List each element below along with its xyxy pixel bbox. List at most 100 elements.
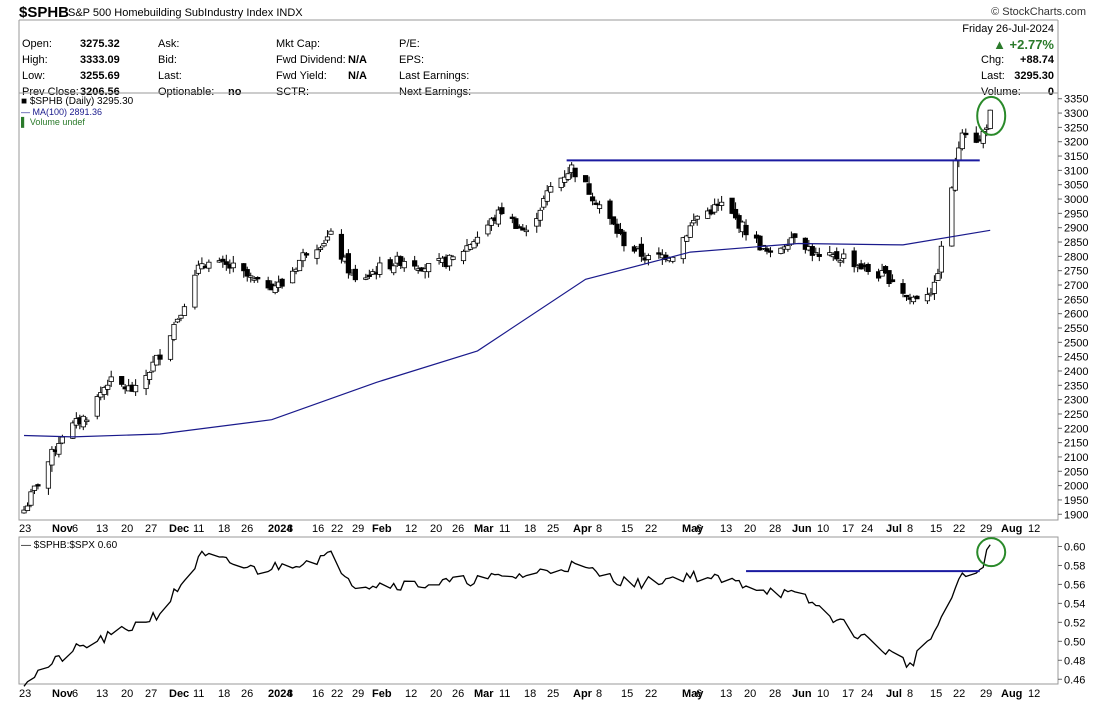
x-axis-label: 15	[621, 523, 633, 535]
candle-body	[841, 253, 847, 259]
y-tick-label: 3150	[1064, 151, 1088, 163]
candle-body	[914, 295, 920, 300]
candle-body	[499, 207, 505, 215]
candle-body	[680, 237, 686, 260]
main-panel-frame	[18, 92, 1059, 521]
candle-body	[255, 277, 261, 280]
x-axis-label: 24	[861, 688, 873, 700]
x-axis-label: 27	[145, 688, 157, 700]
candle-body	[764, 248, 770, 252]
y-tick-label: 3300	[1064, 108, 1088, 120]
candle-body	[732, 208, 739, 219]
y-tick-label: 2950	[1064, 208, 1088, 220]
x-axis-label: Apr	[573, 523, 593, 535]
fundamental-label: SCTR:	[276, 86, 309, 98]
candle-body	[328, 230, 334, 235]
candle-body	[509, 216, 515, 219]
candle-body	[153, 354, 160, 366]
x-axis-label: 11	[193, 523, 204, 535]
candle-body	[471, 241, 477, 249]
quote-label: High:	[22, 54, 48, 66]
legend-ratio: — $SPHB:$SPX 0.60	[21, 540, 118, 551]
candle-body	[705, 210, 711, 219]
candle-body	[366, 274, 372, 277]
candle-body	[513, 218, 519, 229]
ratio-line	[23, 544, 991, 687]
candle-body	[56, 443, 62, 455]
x-axis-label: 22	[645, 523, 657, 535]
x-axis-label: 18	[524, 688, 536, 700]
y-tick-label: 2750	[1064, 266, 1088, 278]
x-axis-label: 22	[953, 688, 965, 700]
ratio-panel-frame	[18, 536, 1059, 685]
x-axis-label: 8	[287, 688, 293, 700]
legend-ma: — MA(100) 2891.36	[21, 107, 102, 117]
candle-body	[146, 372, 153, 380]
candle-body	[956, 147, 962, 161]
candle-body	[485, 224, 491, 235]
quote-value: 3206.56	[80, 86, 120, 98]
candle-body	[607, 200, 613, 219]
y-tick-label: 3250	[1064, 122, 1088, 134]
earnings-label: Last Earnings:	[399, 70, 470, 82]
candle-body	[171, 324, 177, 340]
earnings-label: EPS:	[399, 54, 425, 66]
x-axis-label: 12	[405, 523, 417, 535]
candle-body	[70, 422, 76, 439]
candle-body	[534, 218, 540, 227]
y-tick-label: 2650	[1064, 294, 1088, 306]
candle-body	[586, 183, 592, 195]
candle-body	[865, 263, 871, 272]
y-tick-label: 1900	[1064, 509, 1088, 521]
earnings-label: Next Earnings:	[399, 86, 472, 98]
x-axis-label: 15	[930, 688, 942, 700]
candle-body	[959, 132, 965, 150]
x-axis-label: 8	[596, 523, 602, 535]
x-axis-label: 27	[145, 523, 157, 535]
candle-body	[241, 263, 247, 272]
x-axis-label: 2024	[268, 523, 293, 535]
x-axis-label: 20	[121, 523, 133, 535]
candle-body	[446, 254, 453, 267]
x-axis-label: 11	[499, 523, 510, 535]
x-axis-label: Feb	[372, 688, 392, 700]
x-axis-label: 29	[352, 688, 364, 700]
highlight-circle	[976, 95, 1007, 136]
candle-body	[687, 225, 693, 238]
right-quote-value: +88.74	[1020, 54, 1054, 66]
candle-body	[220, 258, 226, 262]
candle-body	[743, 224, 749, 236]
candle-body	[31, 485, 38, 491]
x-axis-label: 25	[547, 523, 559, 535]
x-axis-label: Nov	[52, 523, 74, 535]
y-tick-label: 2250	[1064, 409, 1088, 421]
x-axis-label: Dec	[169, 688, 189, 700]
x-axis-label: 26	[452, 688, 464, 700]
candle-body	[712, 204, 718, 213]
candle-body	[656, 252, 662, 255]
y-tick-label: 2800	[1064, 251, 1088, 263]
y-tick-label: 0.50	[1064, 636, 1085, 648]
candle-body	[24, 505, 31, 511]
candle-body	[582, 175, 589, 183]
x-axis-label: 20	[430, 688, 442, 700]
candle-body	[952, 159, 958, 191]
candle-body	[460, 250, 467, 262]
x-axis-label: May	[682, 688, 704, 700]
x-axis-label: 15	[930, 523, 942, 535]
x-axis-label: 20	[744, 688, 756, 700]
right-quote-label: Volume:	[981, 86, 1021, 98]
y-tick-label: 2450	[1064, 352, 1088, 364]
x-axis-label: 16	[312, 688, 324, 700]
quote2-label: Optionable:	[158, 86, 215, 98]
candle-body	[272, 285, 278, 293]
candle-body	[21, 509, 27, 514]
candle-body	[206, 261, 212, 269]
candle-body	[719, 201, 725, 206]
x-axis-label: Mar	[474, 523, 494, 535]
candle-body	[321, 243, 327, 247]
y-tick-label: 2600	[1064, 309, 1088, 321]
candle-body	[767, 250, 774, 253]
candle-body	[889, 279, 896, 283]
x-axis-label: 22	[331, 523, 343, 535]
